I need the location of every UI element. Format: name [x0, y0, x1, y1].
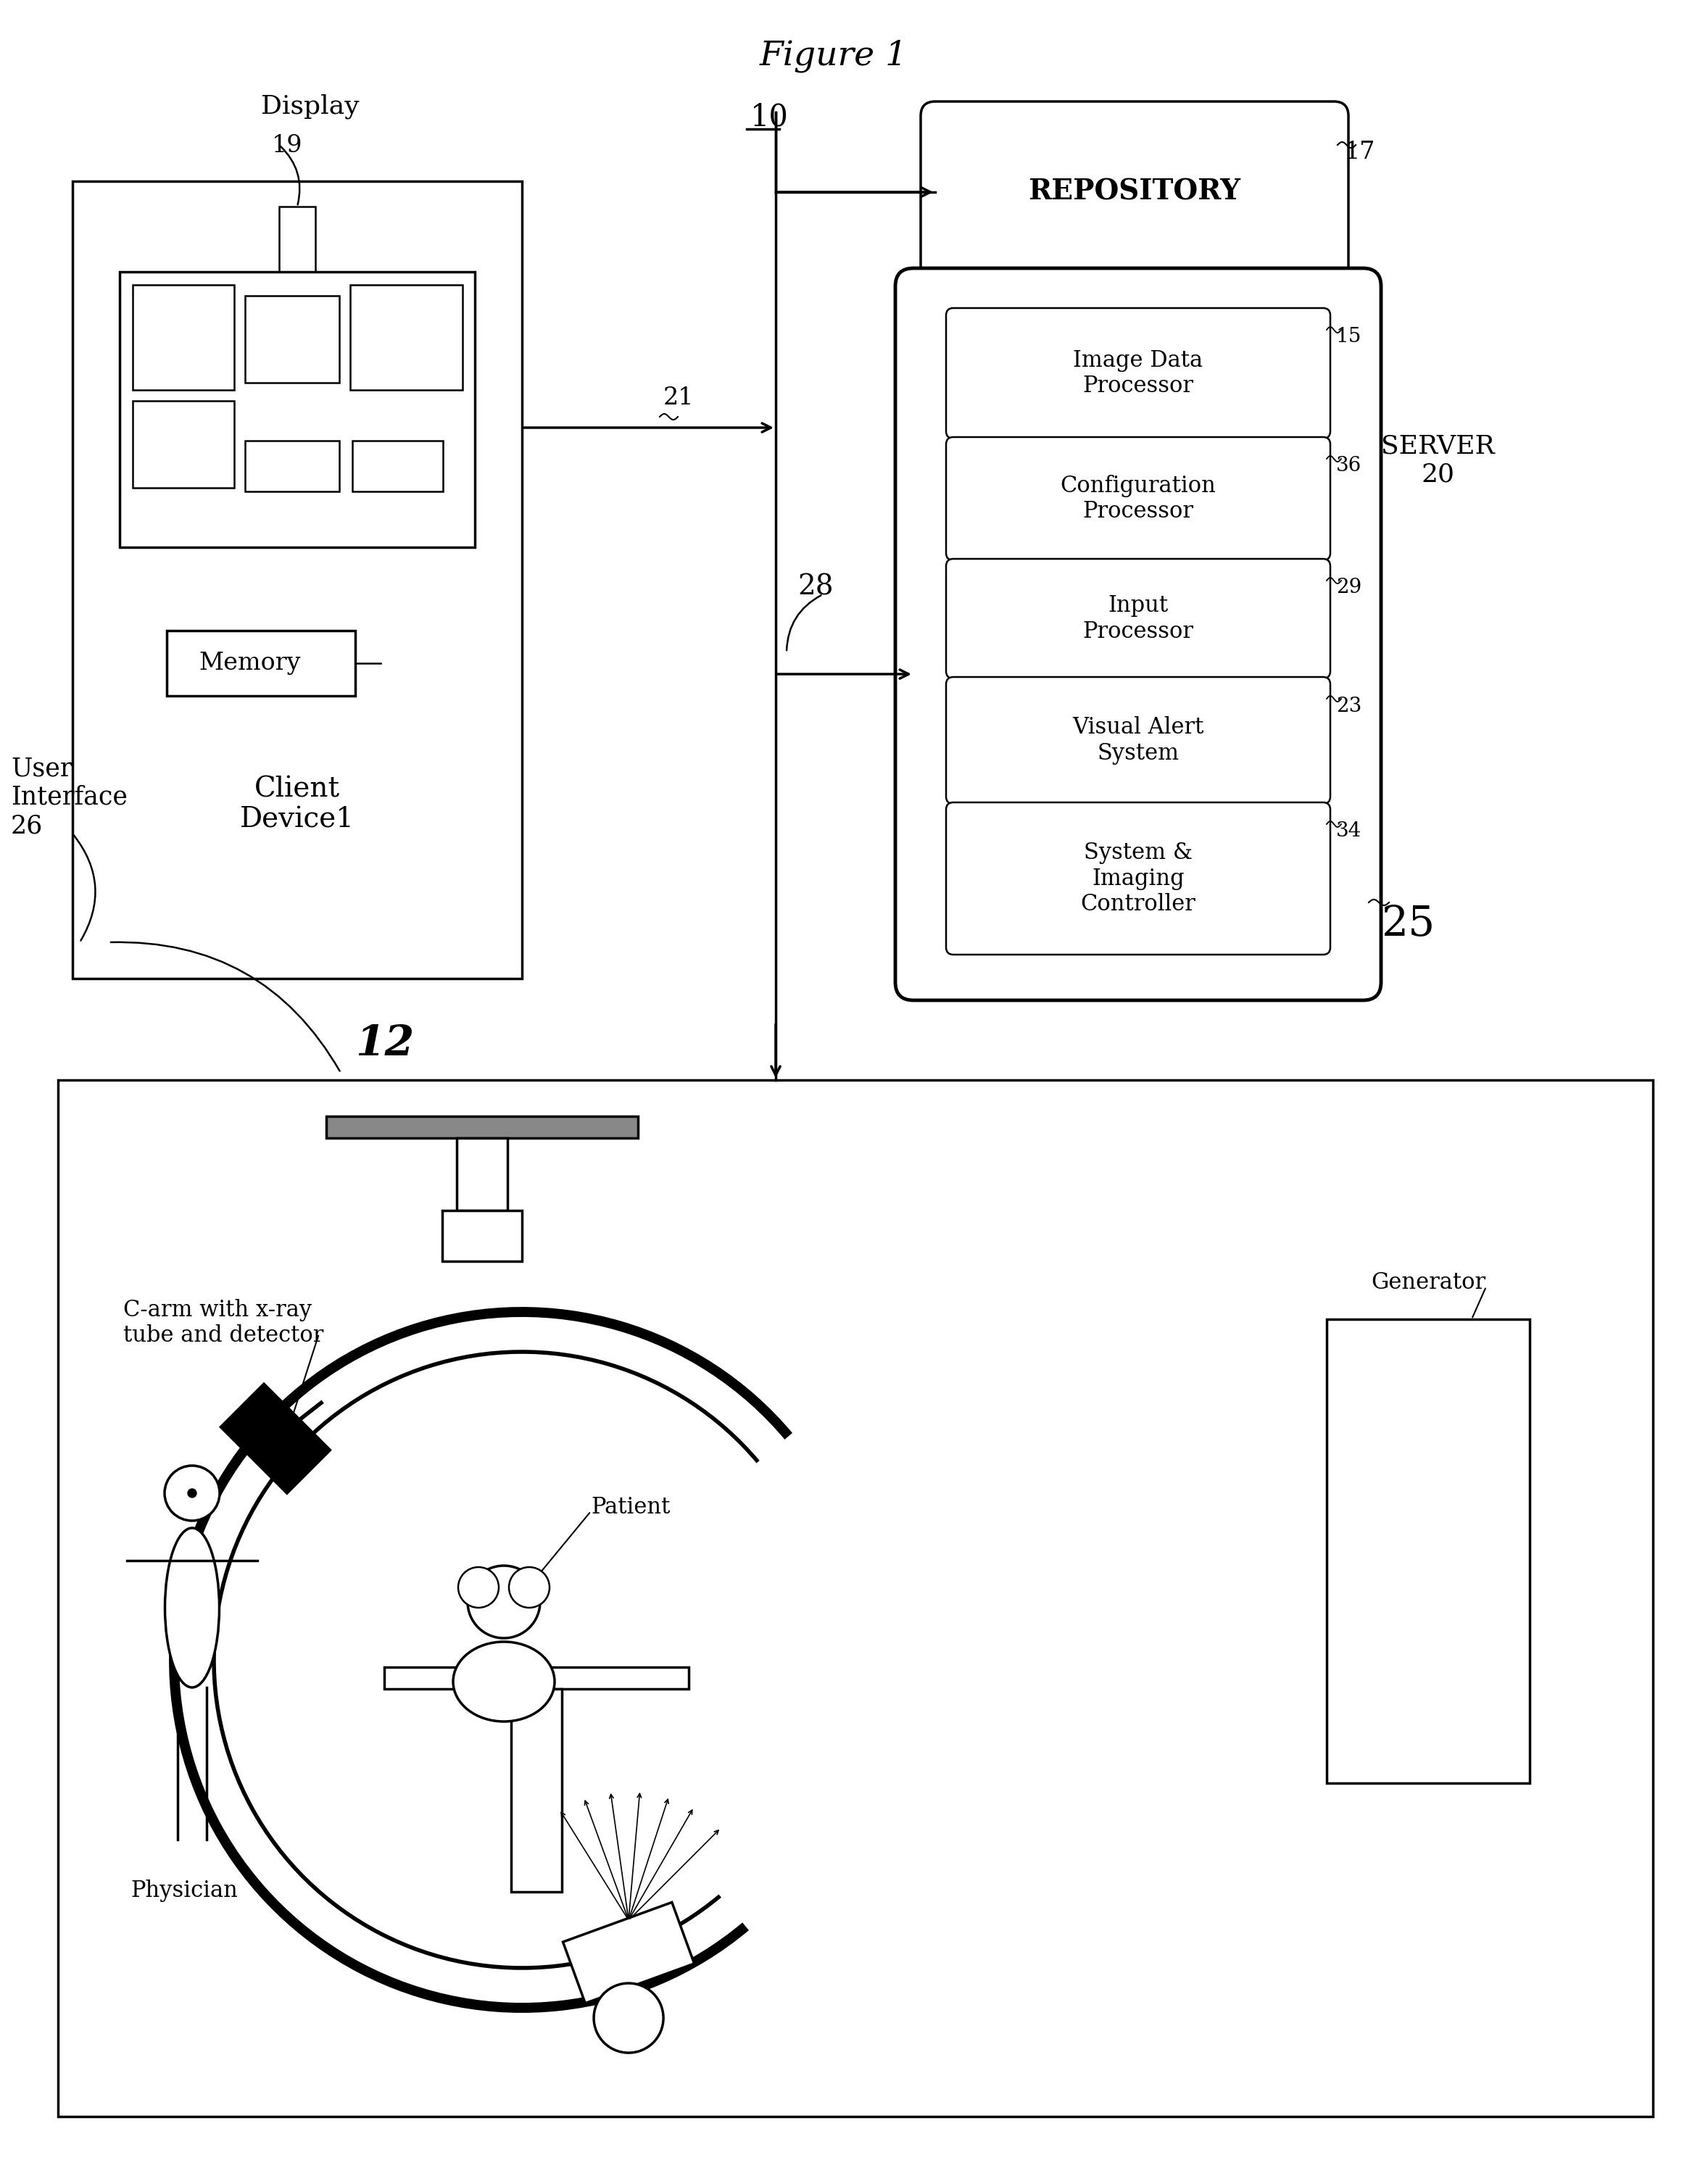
Bar — [511, 1689, 562, 1893]
Circle shape — [188, 1489, 196, 1498]
Bar — [58, 1080, 1653, 2116]
Text: 34: 34 — [1336, 822, 1361, 841]
Circle shape — [458, 1567, 499, 1609]
Polygon shape — [564, 1901, 693, 2003]
Text: 19: 19 — [272, 134, 302, 158]
Bar — [352, 440, 442, 492]
FancyBboxPatch shape — [946, 308, 1331, 438]
Circle shape — [594, 1984, 663, 2053]
Text: Input
Processor: Input Processor — [1083, 594, 1194, 644]
Text: Patient: Patient — [591, 1496, 670, 1520]
Text: Physician: Physician — [130, 1880, 237, 1901]
Bar — [326, 1117, 639, 1138]
Ellipse shape — [453, 1641, 555, 1721]
Bar — [350, 284, 463, 390]
FancyBboxPatch shape — [946, 438, 1331, 559]
Text: SERVER
20: SERVER 20 — [1382, 434, 1494, 488]
Text: 17: 17 — [1344, 141, 1375, 165]
Text: 15: 15 — [1336, 327, 1361, 347]
Text: Visual Alert
System: Visual Alert System — [1073, 715, 1204, 765]
Bar — [244, 440, 340, 492]
Text: Memory: Memory — [200, 653, 301, 674]
Text: Image Data
Processor: Image Data Processor — [1073, 349, 1202, 397]
Bar — [133, 401, 234, 488]
Bar — [442, 1210, 523, 1262]
Circle shape — [468, 1565, 540, 1639]
Text: 23: 23 — [1336, 696, 1361, 715]
Bar — [244, 295, 340, 384]
Text: Figure 1: Figure 1 — [760, 39, 907, 74]
Bar — [1327, 1318, 1530, 1782]
Text: 10: 10 — [750, 102, 789, 132]
FancyBboxPatch shape — [946, 802, 1331, 954]
FancyBboxPatch shape — [921, 102, 1348, 282]
Text: Configuration
Processor: Configuration Processor — [1061, 475, 1216, 522]
FancyBboxPatch shape — [946, 559, 1331, 679]
FancyBboxPatch shape — [895, 269, 1382, 999]
Text: Display: Display — [261, 93, 359, 119]
Text: REPOSITORY: REPOSITORY — [1028, 178, 1240, 206]
Bar — [133, 284, 234, 390]
Text: 28: 28 — [798, 575, 834, 601]
Text: 36: 36 — [1336, 455, 1361, 475]
Text: User
Interface
26: User Interface 26 — [10, 757, 128, 839]
Bar — [384, 1667, 688, 1689]
Bar — [167, 631, 355, 696]
Bar — [72, 182, 523, 978]
Polygon shape — [220, 1383, 331, 1494]
Text: 25: 25 — [1382, 904, 1435, 945]
FancyBboxPatch shape — [946, 676, 1331, 804]
Text: 12: 12 — [355, 1023, 413, 1064]
Bar — [456, 1138, 507, 1210]
Ellipse shape — [166, 1528, 219, 1687]
Text: Generator: Generator — [1372, 1273, 1486, 1294]
Text: 21: 21 — [663, 386, 693, 410]
Circle shape — [164, 1466, 220, 1520]
Text: C-arm with x-ray
tube and detector: C-arm with x-ray tube and detector — [123, 1299, 323, 1346]
Bar — [278, 206, 316, 271]
Bar — [120, 271, 475, 546]
Text: Client
Device1: Client Device1 — [241, 776, 355, 833]
Text: System &
Imaging
Controller: System & Imaging Controller — [1081, 841, 1196, 915]
Text: 29: 29 — [1336, 579, 1361, 598]
Circle shape — [509, 1567, 550, 1609]
